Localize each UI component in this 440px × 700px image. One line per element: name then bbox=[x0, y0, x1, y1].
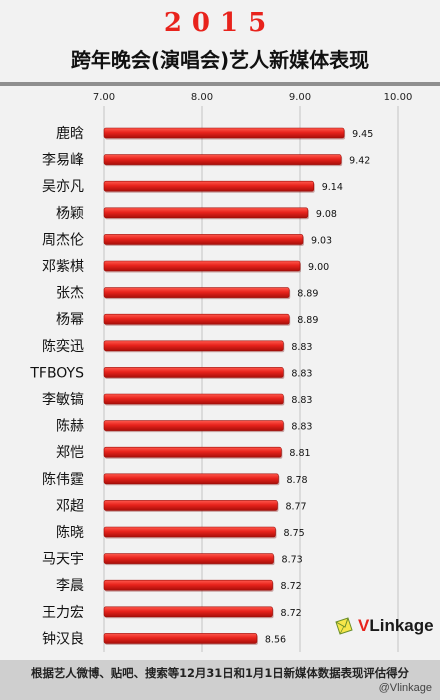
chart-title-year: 2015 bbox=[163, 8, 277, 38]
bar bbox=[103, 340, 284, 352]
bar bbox=[103, 180, 315, 192]
category-label: 李敏镐 bbox=[42, 392, 84, 408]
value-label: 8.83 bbox=[291, 395, 312, 406]
value-label: 8.78 bbox=[286, 475, 307, 486]
value-label: 8.56 bbox=[265, 634, 286, 645]
bar bbox=[103, 500, 278, 511]
category-label: 吴亦凡 bbox=[42, 179, 84, 195]
footer-note: 根据艺人微博、贴吧、搜索等12月31日和1月1日新媒体数据表现评估得分 bbox=[31, 666, 409, 680]
footer-credit: @Vlinkage bbox=[378, 682, 432, 694]
x-tick-label: 8.00 bbox=[191, 92, 213, 103]
bar bbox=[103, 367, 284, 378]
bar bbox=[103, 579, 273, 591]
x-tick-label: 10.00 bbox=[384, 92, 413, 103]
category-label: 张杰 bbox=[56, 286, 84, 302]
footer-bar: 根据艺人微博、贴吧、搜索等12月31日和1月1日新媒体数据表现评估得分 @Vli… bbox=[0, 660, 440, 700]
bar bbox=[103, 154, 342, 165]
category-label: 郑恺 bbox=[56, 445, 84, 461]
category-label: 马天宇 bbox=[42, 552, 84, 568]
value-label: 8.89 bbox=[297, 289, 318, 300]
value-label: 9.00 bbox=[308, 262, 329, 273]
logo-v: V bbox=[358, 616, 370, 635]
bar bbox=[103, 606, 273, 618]
bar bbox=[103, 207, 309, 219]
bar bbox=[103, 526, 276, 538]
value-label: 9.45 bbox=[352, 129, 373, 140]
value-label: 9.42 bbox=[349, 156, 370, 167]
bar bbox=[103, 313, 290, 325]
bar bbox=[103, 446, 282, 458]
value-label: 9.08 bbox=[316, 209, 337, 220]
category-label: 邓超 bbox=[56, 498, 84, 514]
category-label: 钟汉良 bbox=[42, 630, 84, 647]
vlinkage-logo: V Linkage bbox=[332, 616, 434, 636]
bar bbox=[103, 393, 284, 405]
value-label: 8.81 bbox=[289, 448, 310, 459]
value-label: 8.89 bbox=[297, 315, 318, 326]
bar bbox=[103, 260, 301, 272]
category-label: TFBOYS bbox=[29, 365, 84, 381]
bar-chart: 7.00 8.00 9.00 10.00 鹿晗 9.45 李易峰 9.42 吴亦凡 9.14 杨颖… bbox=[0, 86, 440, 652]
bar bbox=[103, 234, 304, 245]
category-label: 鹿晗 bbox=[56, 125, 84, 142]
value-label: 8.83 bbox=[291, 342, 312, 353]
value-label: 9.14 bbox=[322, 182, 343, 193]
bar bbox=[103, 553, 274, 564]
chart-title: 跨年晚会(演唱会)艺人新媒体表现 bbox=[70, 48, 370, 72]
title-divider bbox=[0, 82, 440, 86]
x-tick-label: 9.00 bbox=[289, 92, 311, 103]
category-label: 杨颖 bbox=[56, 206, 84, 222]
category-label: 李易峰 bbox=[42, 153, 84, 169]
value-label: 8.72 bbox=[281, 608, 302, 619]
envelope-logo-icon bbox=[335, 617, 353, 635]
category-label: 陈奕迅 bbox=[42, 338, 84, 355]
value-label: 8.75 bbox=[284, 528, 305, 539]
logo-text: Linkage bbox=[369, 616, 434, 635]
category-label: 陈赫 bbox=[56, 418, 84, 435]
category-label: 李晨 bbox=[56, 578, 84, 594]
bar bbox=[103, 127, 345, 139]
bar bbox=[103, 420, 284, 431]
value-label: 9.03 bbox=[311, 235, 332, 246]
value-label: 8.83 bbox=[291, 422, 312, 433]
x-axis-ticks: 7.00 8.00 9.00 10.00 bbox=[93, 92, 412, 103]
category-label: 杨幂 bbox=[56, 312, 84, 328]
value-label: 8.83 bbox=[291, 368, 312, 379]
category-label: 陈晓 bbox=[56, 524, 84, 541]
bar bbox=[103, 287, 290, 298]
category-label: 王力宏 bbox=[42, 605, 84, 621]
bar bbox=[103, 633, 258, 644]
value-label: 8.72 bbox=[281, 581, 302, 592]
category-label: 周杰伦 bbox=[42, 232, 84, 248]
bar bbox=[103, 473, 279, 485]
category-label: 邓紫棋 bbox=[42, 259, 84, 275]
category-label: 陈伟霆 bbox=[42, 471, 84, 488]
value-label: 8.77 bbox=[285, 501, 306, 512]
value-label: 8.73 bbox=[282, 555, 303, 566]
bars: 鹿晗 9.45 李易峰 9.42 吴亦凡 9.14 杨颖 9.08 周杰伦 9.03 邓紫棋 9.00… bbox=[29, 125, 373, 647]
x-tick-label: 7.00 bbox=[93, 92, 115, 103]
